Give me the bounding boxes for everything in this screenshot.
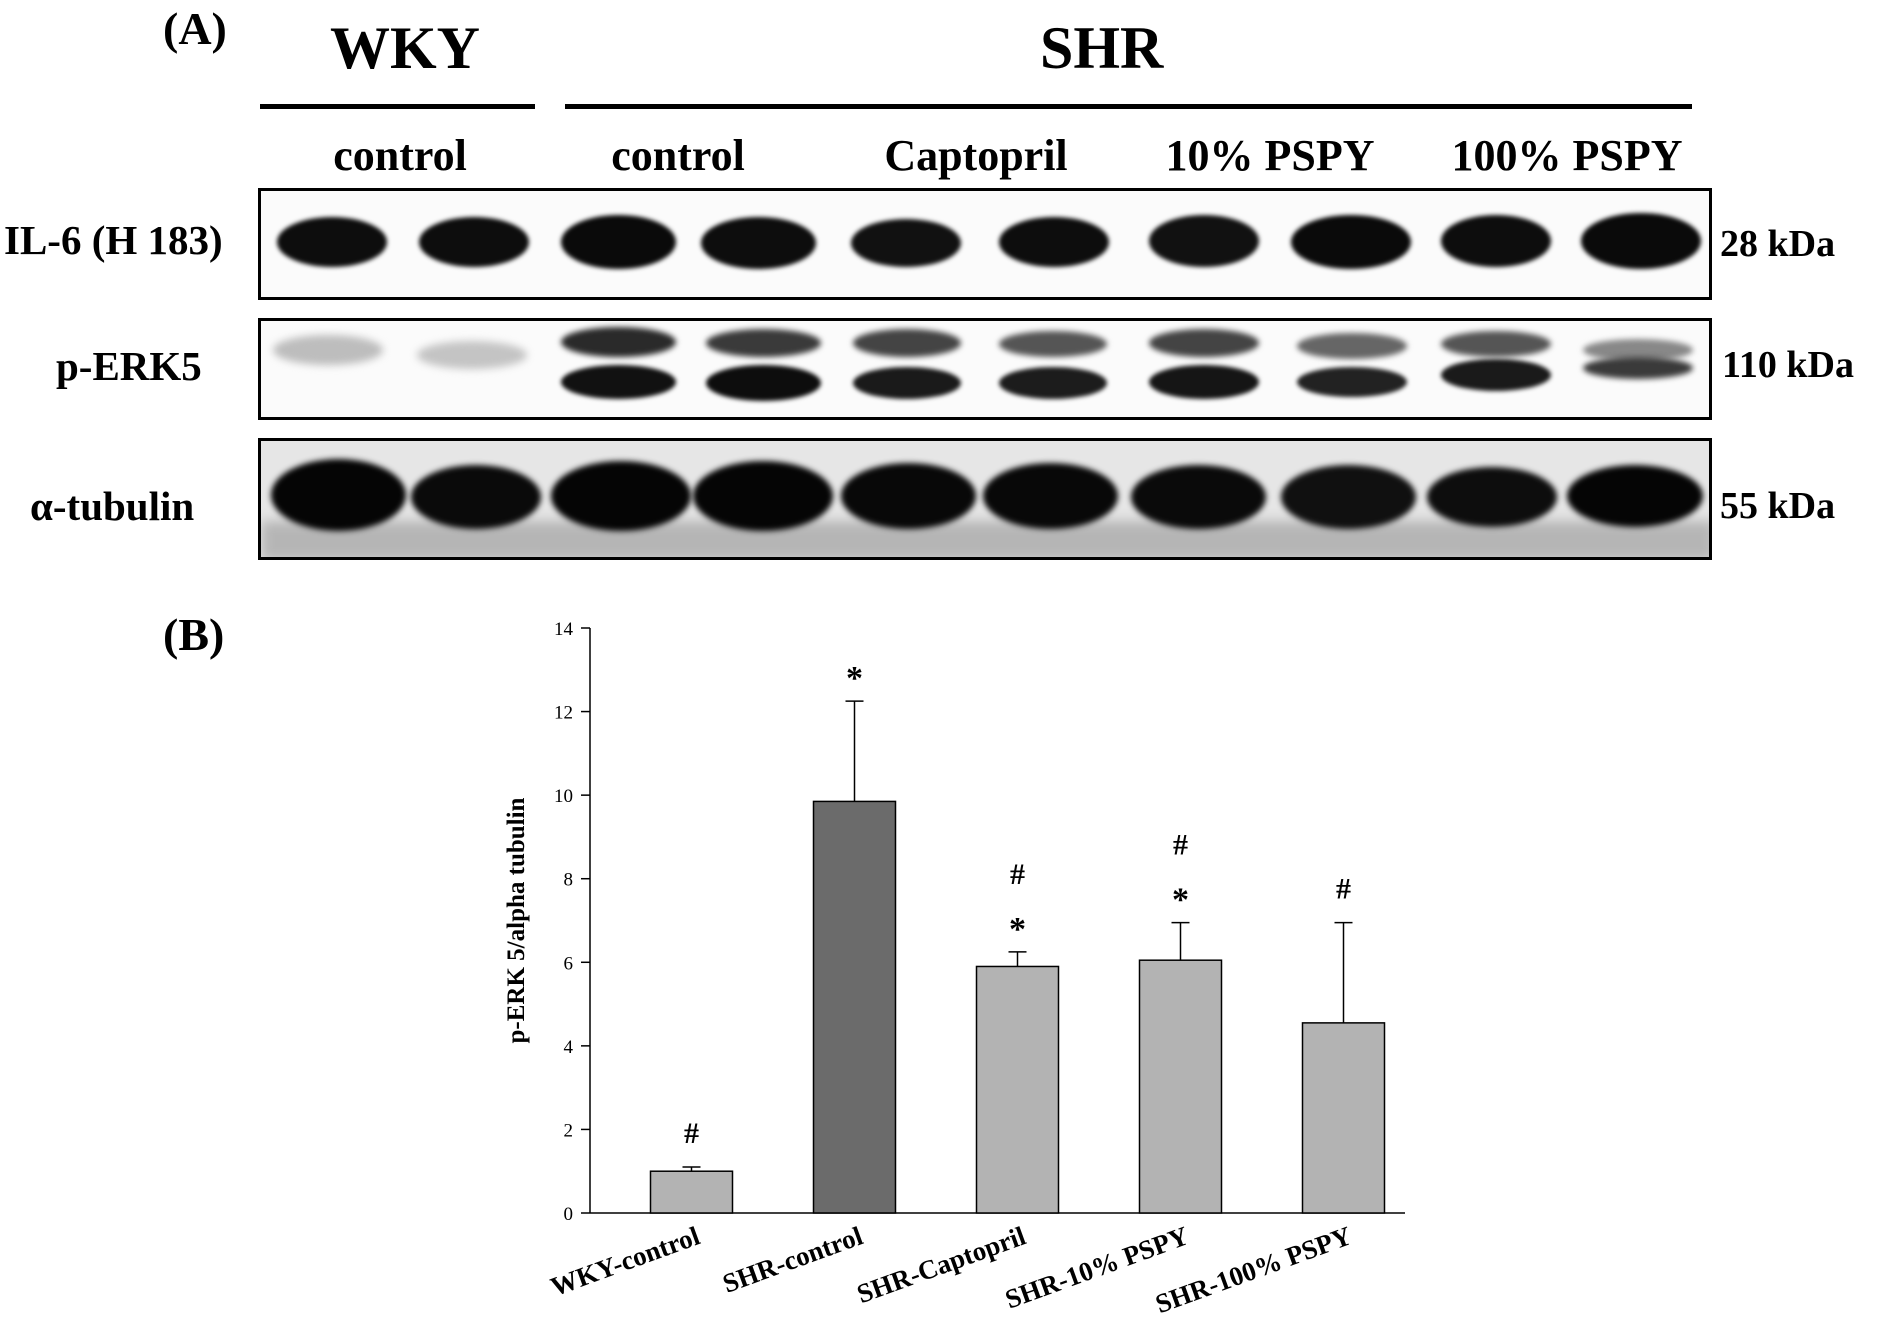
lane-label-shr-control: control [611,131,745,180]
row-label-tubulin: α-tubulin [30,483,195,529]
y-tick-label: 14 [554,619,574,640]
lane-label-captopril: Captopril [884,131,1068,180]
significance-star: * [846,660,863,697]
chart-x-labels: WKY-control SHR-controlSHR-CaptoprilSHR-1… [547,1220,1356,1319]
band-il6-lane8 [1291,215,1411,269]
blot-il6 [258,188,1712,300]
bar-shr-100-pspy [1301,1022,1386,1214]
lane-label-10-pspy: 10% PSPY [1165,131,1375,180]
x-tick-label: SHR-Captopril [853,1220,1030,1309]
band-perk5-lane6-lower [999,367,1107,399]
bar-wky-control [649,1170,734,1214]
band-tubulin-lane1 [271,459,406,531]
band-perk5-lane9-upper [1441,331,1551,357]
y-tick-label: 8 [564,870,574,891]
band-perk5-lane9-lower [1441,359,1551,391]
y-tick-label: 4 [564,1037,574,1058]
chart-ticks: 0 2 4 6 8 10 12 14 [554,619,590,1225]
band-tubulin-lane2 [411,465,541,529]
band-il6-lane6 [999,217,1109,267]
band-tubulin-lane8 [1281,465,1416,529]
band-il6-lane9 [1441,215,1551,267]
band-il6-lane2 [419,217,529,267]
band-tubulin-lane3 [551,461,691,531]
row-label-perk5: p-ERK5 [56,343,202,389]
x-tick-label: WKY-control [547,1220,704,1302]
y-axis-title: p-ERK 5/alpha tubulin [503,797,530,1043]
bar-shr-captopril [975,965,1060,1214]
band-perk5-lane7-lower [1149,365,1259,399]
band-perk5-lane7-upper [1149,329,1259,357]
band-tubulin-lane6 [983,463,1118,529]
band-perk5-lane8-lower [1297,367,1407,397]
row-label-il6: IL-6 (H 183) [4,217,223,263]
band-perk5-lane10-lower [1583,357,1693,379]
bar-shr-10-pspy [1138,959,1223,1214]
band-perk5-lane6-upper [999,331,1107,357]
kda-label-perk5: 110 kDa [1722,344,1854,386]
kda-label-tubulin: 55 kDa [1720,485,1836,527]
blot-tubulin [258,438,1712,560]
band-tubulin-lane10 [1567,465,1703,527]
lane-label-wky-control: control [333,131,467,180]
band-il6-lane1 [277,217,387,267]
kda-label-il6: 28 kDa [1720,223,1836,265]
significance-hash: # [684,1117,699,1150]
significance-star: * [1009,911,1026,948]
chart-axes: p-ERK 5/alpha tubulin [503,628,1405,1214]
band-perk5-lane4-lower [706,365,821,401]
chart-annotations: # * * # * # # [684,660,1351,1150]
y-tick-label: 6 [564,953,574,974]
band-perk5-lane5-upper [853,329,961,357]
band-il6-lane5 [851,219,961,267]
band-tubulin-lane7 [1131,465,1266,529]
band-tubulin-lane9 [1427,467,1557,527]
wky-group-line [260,104,535,109]
group-title-wky: WKY [330,15,480,81]
band-perk5-lane8-upper [1297,333,1407,359]
band-tubulin-lane4 [693,461,833,531]
group-title-shr: SHR [1040,15,1164,81]
y-tick-label: 10 [554,786,573,807]
band-il6-lane7 [1149,215,1259,267]
y-tick-label: 2 [564,1120,574,1141]
band-perk5-lane2-upper [417,341,527,369]
band-perk5-lane3-upper [561,327,676,357]
band-perk5-lane3-lower [561,365,676,399]
panel-a-letter: (A) [163,3,227,54]
chart-bars [649,700,1386,1214]
shr-group-line [565,104,1692,109]
x-tick-label: SHR-control [719,1220,867,1298]
band-tubulin-lane5 [841,463,976,529]
bar-shr-control [812,800,897,1214]
y-tick-label: 0 [564,1204,574,1225]
band-il6-lane4 [701,217,816,269]
band-il6-lane3 [561,215,676,269]
significance-star: * [1172,882,1189,919]
lane-label-100-pspy: 100% PSPY [1451,131,1683,180]
significance-hash: # [1010,858,1025,891]
tubulin-smear [261,521,1709,557]
significance-hash: # [1336,873,1351,906]
band-perk5-lane5-lower [853,367,961,399]
band-perk5-lane10-upper [1583,339,1693,361]
blot-perk5 [258,318,1712,420]
band-il6-lane10 [1581,213,1701,269]
band-perk5-lane4-upper [706,329,821,357]
significance-hash: # [1173,829,1188,862]
panel-b-letter: (B) [163,609,225,660]
y-tick-label: 12 [554,703,573,724]
band-perk5-lane1-upper [273,335,383,365]
